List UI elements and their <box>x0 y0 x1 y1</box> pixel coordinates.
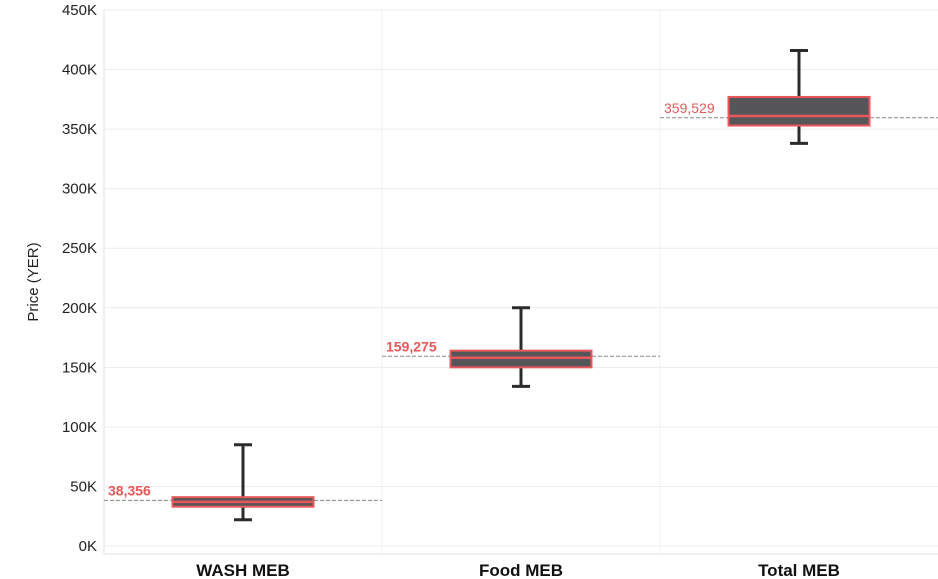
boxes <box>171 48 871 522</box>
y-tick-label: 450K <box>62 2 97 19</box>
y-tick-label: 200K <box>62 300 97 317</box>
box-iqr <box>727 95 871 127</box>
x-category-label: Food MEB <box>479 561 563 579</box>
y-tick-label: 350K <box>62 121 97 138</box>
y-tick-label: 0K <box>79 538 97 555</box>
reference-label: 359,529 <box>664 100 715 116</box>
reference-lines: 38,356 159,275 359,529 <box>104 100 938 501</box>
gridlines <box>103 9 938 555</box>
reference-label: 159,275 <box>386 338 437 354</box>
x-category-label: Total MEB <box>758 561 840 579</box>
y-tick-label: 250K <box>62 240 97 257</box>
x-category-label: WASH MEB <box>196 561 290 579</box>
x-axis: WASH MEB Food MEB Total MEB <box>196 561 840 579</box>
y-tick-label: 50K <box>70 478 97 495</box>
y-tick-label: 300K <box>62 181 97 198</box>
reference-label: 38,356 <box>108 482 151 498</box>
y-tick-label: 100K <box>62 419 97 436</box>
y-axis: 0K 50K 100K 150K 200K 250K 300K 350K 400K 450K <box>62 2 97 555</box>
y-tick-label: 150K <box>62 359 97 376</box>
y-tick-label: 400K <box>62 62 97 79</box>
y-axis-title: Price (YER) <box>25 242 42 321</box>
